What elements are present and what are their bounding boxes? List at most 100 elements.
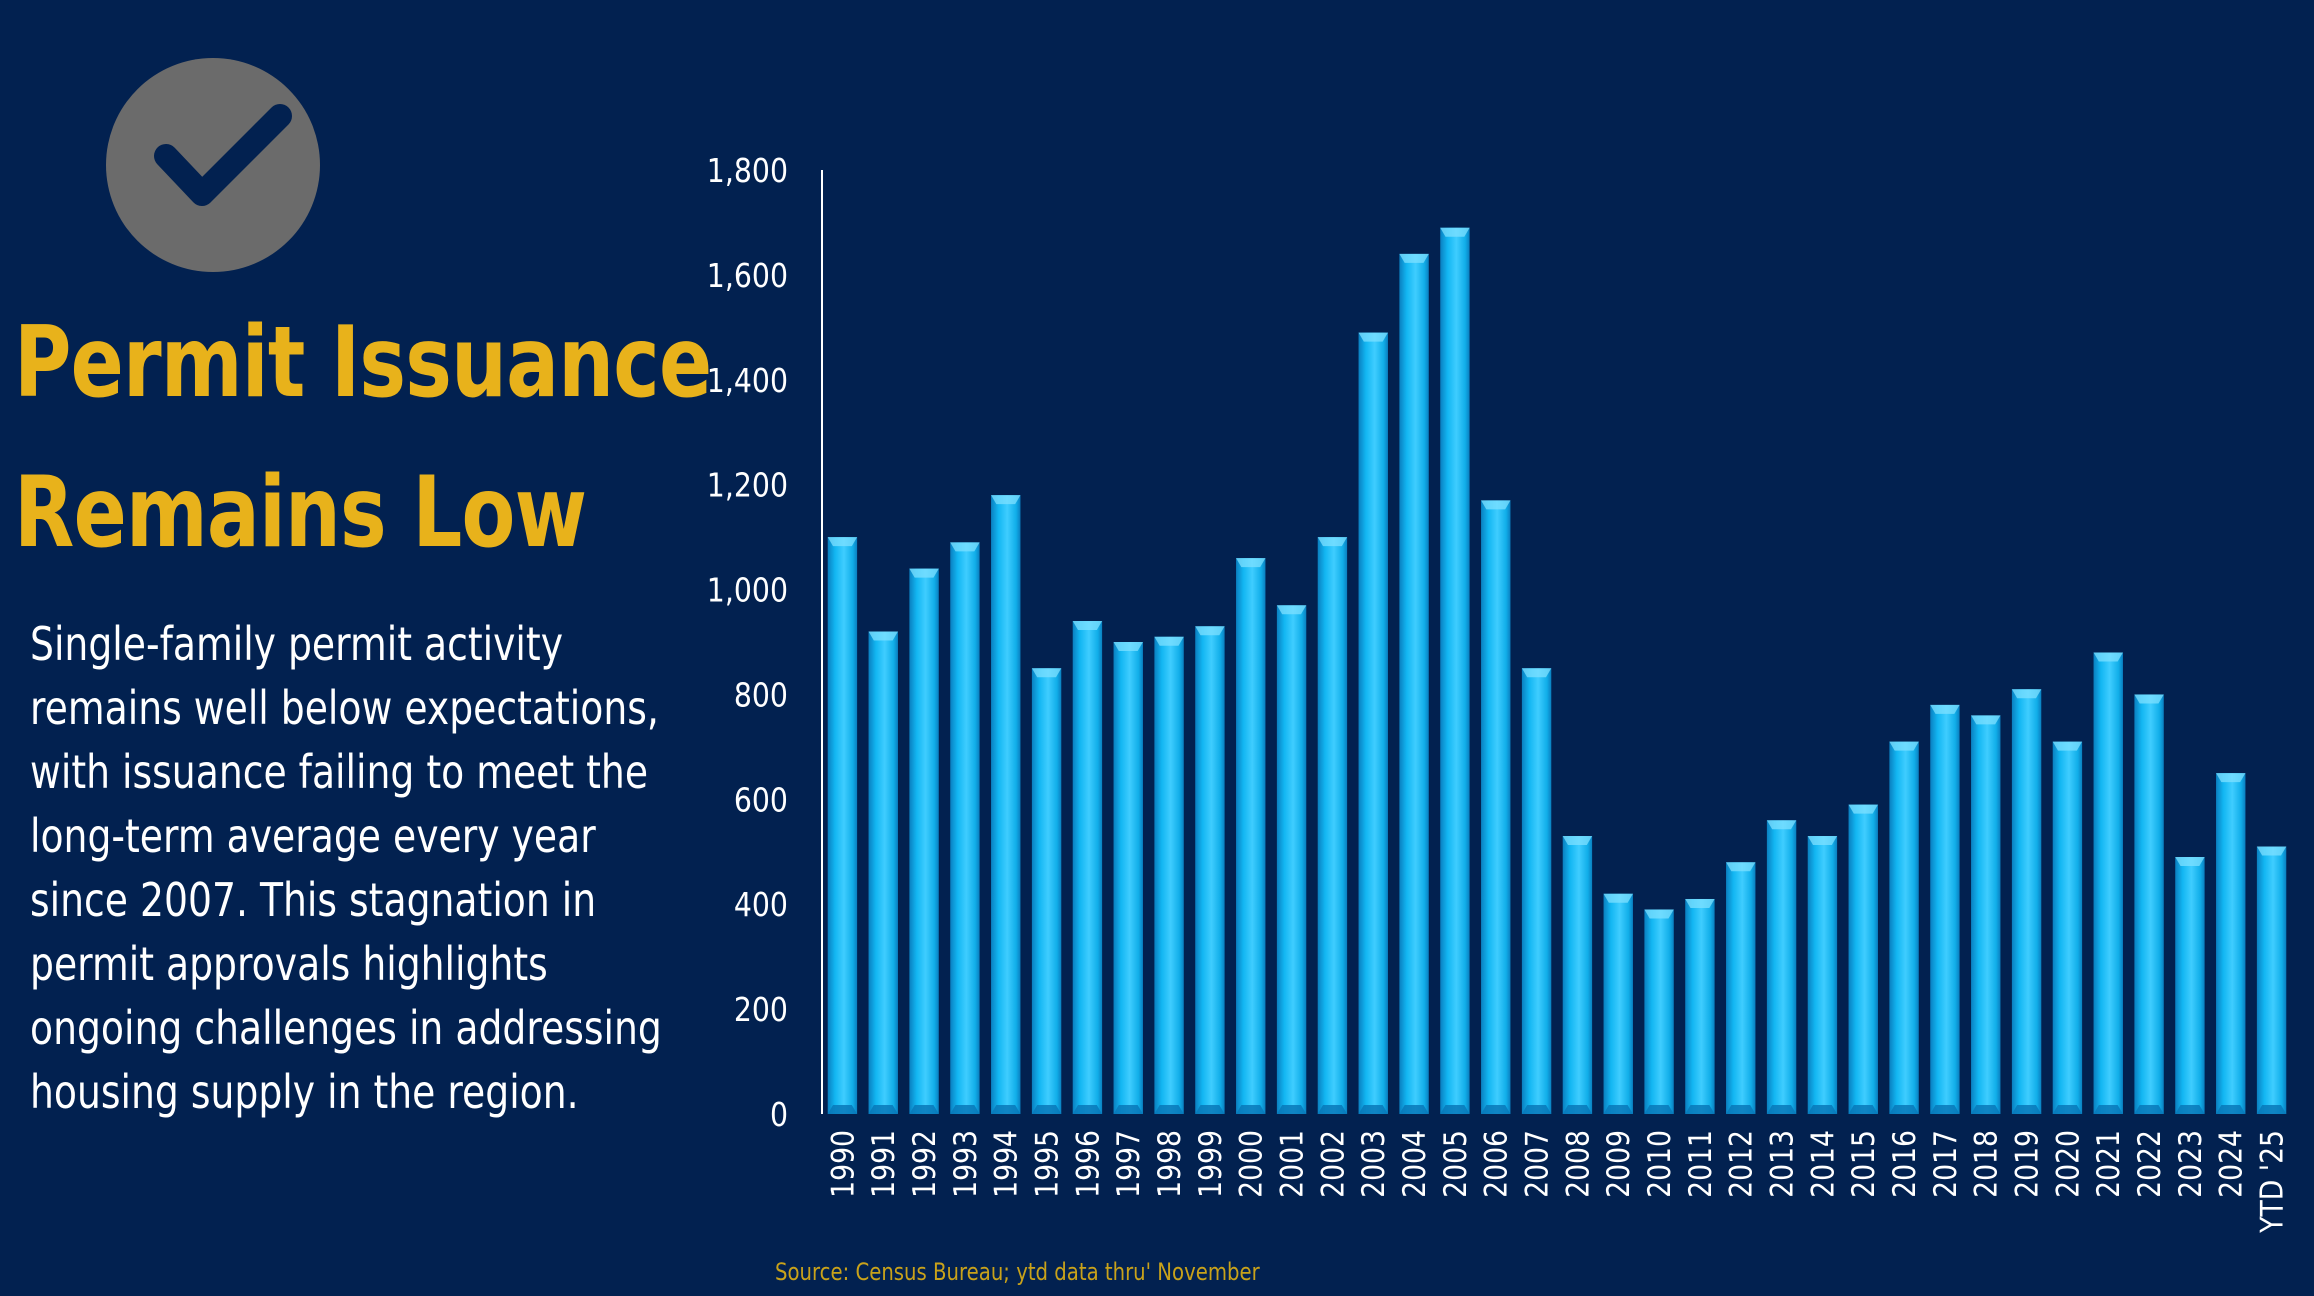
x-tick-label: 2004 (1396, 1130, 1432, 1198)
bar (2134, 694, 2164, 1114)
bar-cap (1726, 862, 1756, 872)
y-tick-label: 1,000 (707, 572, 788, 611)
bar-body (1521, 668, 1552, 1114)
bar-cap (1031, 668, 1062, 678)
bar-foot (1603, 1105, 1633, 1114)
x-tick-label: 2016 (1886, 1130, 1922, 1198)
x-tick-label: 2012 (1723, 1130, 1759, 1198)
bar-cap (1562, 836, 1593, 846)
bar (2256, 846, 2287, 1114)
bar-cap (1154, 636, 1184, 646)
bar-cap (1113, 642, 1143, 651)
bar-cap (1685, 898, 1715, 908)
x-tick-label: 1997 (1110, 1130, 1146, 1198)
bar (1766, 820, 1797, 1114)
bar-foot (1113, 1105, 1143, 1114)
bar-body (1807, 836, 1838, 1114)
bar (1685, 898, 1715, 1114)
bar-cap (991, 495, 1021, 505)
x-tick-label: 2005 (1437, 1130, 1473, 1198)
bar-body (1603, 893, 1633, 1114)
bar (2011, 689, 2042, 1114)
bar-body (991, 495, 1021, 1115)
x-tick-label: 2010 (1641, 1130, 1677, 1198)
bar-cap (1440, 227, 1470, 237)
bar-body (2256, 846, 2287, 1114)
bar-foot (1889, 1105, 1919, 1114)
y-tick-label: 1,400 (707, 362, 788, 401)
bar-body (2216, 773, 2246, 1114)
bar-foot (2134, 1105, 2164, 1114)
bar-cap (950, 542, 980, 552)
bar-foot (868, 1105, 898, 1114)
bar-body (2052, 741, 2083, 1114)
y-tick-label: 400 (734, 886, 788, 925)
bar-foot (1562, 1105, 1593, 1114)
bar-cap (1317, 537, 1348, 547)
bar-body (1113, 642, 1143, 1114)
bar-cap (2256, 846, 2287, 856)
bar-body (1848, 804, 1878, 1114)
x-tick-label: 2022 (2131, 1130, 2167, 1198)
bar-cap (1358, 332, 1388, 342)
x-tick-label: 2023 (2172, 1130, 2208, 1198)
bar-foot (1971, 1105, 2001, 1114)
y-tick-label: 1,800 (707, 152, 788, 191)
x-tick-label: 2008 (1559, 1130, 1595, 1198)
bar-cap (909, 568, 939, 578)
bar-body (2175, 857, 2205, 1114)
bar-cap (1603, 893, 1633, 903)
bar-body (1889, 741, 1919, 1114)
bar (1807, 836, 1838, 1114)
bar-cap (1971, 715, 2001, 725)
bar (1276, 605, 1307, 1114)
y-tick-label: 0 (770, 1096, 788, 1135)
bar (1358, 332, 1388, 1115)
bars (827, 227, 2287, 1115)
bar-body (1930, 704, 1960, 1114)
bar-body (1072, 621, 1103, 1114)
bar (2052, 741, 2083, 1114)
bar-body (2134, 694, 2164, 1114)
description-line: housing supply in the region. (30, 1065, 579, 1119)
bar-foot (2093, 1105, 2123, 1114)
y-tick-label: 800 (734, 676, 788, 715)
bar (1154, 636, 1184, 1114)
x-tick-label: 2006 (1478, 1130, 1514, 1198)
bar (1644, 909, 1674, 1114)
bar (1195, 626, 1225, 1114)
bar (1072, 621, 1103, 1114)
bar (1726, 862, 1756, 1114)
x-tick-label: 2017 (1927, 1130, 1963, 1198)
bar-body (868, 631, 898, 1114)
bar (1031, 668, 1062, 1114)
bar (2175, 857, 2205, 1114)
bar (1562, 836, 1593, 1114)
x-tick-label: 1994 (988, 1130, 1024, 1198)
bar-body (1031, 668, 1062, 1114)
bar (827, 537, 858, 1114)
bar-body (1276, 605, 1307, 1114)
bar-cap (2134, 694, 2164, 704)
bar (1848, 804, 1878, 1114)
bar-foot (2052, 1105, 2083, 1114)
bar-foot (1440, 1105, 1470, 1114)
bar (950, 542, 980, 1114)
bar-cap (1807, 836, 1838, 846)
description-line: long-term average every year (30, 809, 596, 863)
bar (868, 631, 898, 1114)
bar (1971, 715, 2001, 1114)
x-tick-label: 2014 (1804, 1130, 1840, 1198)
bar-cap (1195, 626, 1225, 636)
bar (1399, 253, 1429, 1114)
bar-body (827, 537, 858, 1114)
bar-cap (1481, 500, 1511, 510)
bar-cap (2011, 689, 2042, 699)
bar-cap (1848, 804, 1878, 814)
x-tick-label: 1990 (824, 1130, 860, 1198)
bar-foot (2011, 1105, 2042, 1114)
x-tick-label: 2002 (1314, 1130, 1350, 1198)
description-line: remains well below expectations, (30, 681, 659, 735)
bar-cap (2052, 741, 2083, 751)
